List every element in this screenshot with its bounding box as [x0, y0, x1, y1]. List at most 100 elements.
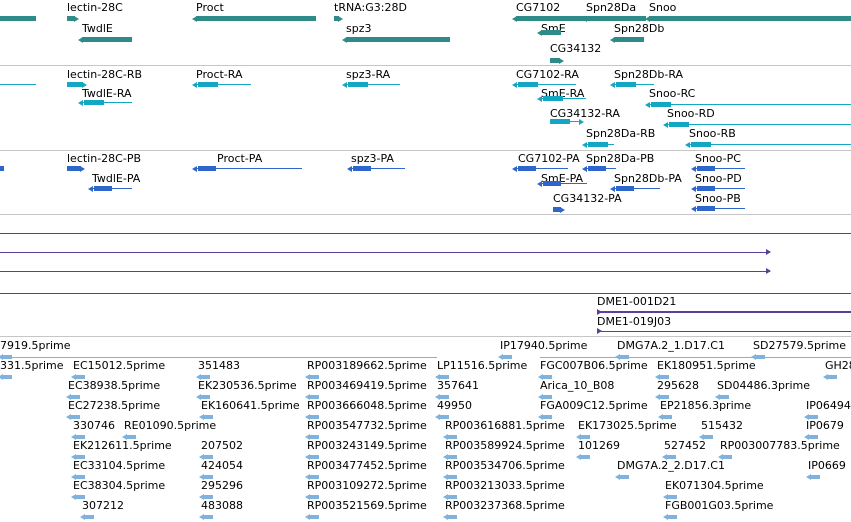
protein-proct-pa-line[interactable] [196, 168, 302, 169]
protein-lectin-28c-pb-label[interactable]: lectin-28C-PB [67, 152, 142, 165]
est-515432-label[interactable]: 515432 [701, 419, 743, 432]
est-rp003534706-5prime-bar[interactable] [447, 475, 457, 479]
est-ec38938-5prime-label[interactable]: EC38938.5prime [68, 379, 161, 392]
est-sd04486-3prime-bar[interactable] [719, 395, 729, 399]
gene-proct-label[interactable]: Proct [196, 1, 224, 14]
transcript-spn28da-rb-exon[interactable] [588, 142, 608, 147]
est-ec27238-5prime-bar[interactable] [70, 415, 80, 419]
clone-dme1-001d21-bar[interactable] [597, 311, 851, 313]
est-515432-bar[interactable] [703, 435, 713, 439]
transcript-cg34132-ra-label[interactable]: CG34132-RA [550, 107, 620, 120]
protein-twdle-pa-exon[interactable] [94, 186, 112, 191]
est-sd27579-5prime-label[interactable]: SD27579.5prime [753, 339, 846, 352]
transcript-snoo-rc-exon[interactable] [651, 102, 671, 107]
transcript-lectin-28c-rb-exon[interactable] [67, 82, 83, 87]
transcript-snoo-rc-line[interactable] [649, 104, 851, 105]
est-ec15012-5prime-label[interactable]: EC15012.5prime [73, 359, 166, 372]
protein-spz3-pa-exon[interactable] [353, 166, 371, 171]
est-ec38304-5prime-label[interactable]: EC38304.5prime [73, 479, 166, 492]
gene-snoo-label[interactable]: Snoo [649, 1, 677, 14]
protein-sme-pa-line[interactable] [541, 183, 587, 184]
protein-snoo-pd-label[interactable]: Snoo-PD [695, 172, 742, 185]
est-ek180951-5prime-label[interactable]: EK180951.5prime [657, 359, 756, 372]
transcript-lectin-28c-rb-label[interactable]: lectin-28C-RB [67, 68, 143, 81]
est-101269-bar[interactable] [580, 455, 590, 459]
gene-spn28da-bar[interactable] [586, 16, 646, 21]
protein-spz3-pa-label[interactable]: spz3-PA [351, 152, 394, 165]
protein-snoo-pc-exon[interactable] [697, 166, 715, 171]
est-rp003589924-5prime-label[interactable]: RP003589924.5prime [445, 439, 565, 452]
est-ip0679-bar[interactable] [808, 435, 818, 439]
est-rp003616881-5prime-bar[interactable] [447, 435, 457, 439]
transcript-snoo-rc-label[interactable]: Snoo-RC [649, 87, 696, 100]
gene-twdle-label[interactable]: TwdlE [82, 22, 113, 35]
est-rp003534706-5prime-label[interactable]: RP003534706.5prime [445, 459, 565, 472]
est-re01090-5prime-label[interactable]: RE01090.5prime [124, 419, 217, 432]
transcript-snoo-rb-label[interactable]: Snoo-RB [689, 127, 736, 140]
est-rp003547732-5prime-bar[interactable] [309, 435, 319, 439]
est-351483-label[interactable]: 351483 [198, 359, 240, 372]
est-330746-label[interactable]: 330746 [73, 419, 115, 432]
est-ek071304-5prime-label[interactable]: EK071304.5prime [665, 479, 764, 492]
est-7919-5prime-label[interactable]: 7919.5prime [0, 339, 71, 352]
transcript-proct-ra-exon[interactable] [198, 82, 218, 87]
transcript-twdle-ra-line[interactable] [82, 102, 132, 103]
gene-trna-g3-28d-label[interactable]: tRNA:G3:28D [334, 1, 407, 14]
transcript-cg7102-ra-line[interactable] [516, 84, 576, 85]
est-ek160641-5prime-label[interactable]: EK160641.5prime [201, 399, 300, 412]
est-rp003477452-5prime-label[interactable]: RP003477452.5prime [307, 459, 427, 472]
est-ep21856-3prime-bar[interactable] [662, 415, 672, 419]
gene-spn28db-label[interactable]: Spn28Db [614, 22, 665, 35]
gene-spn28db-bar[interactable] [614, 37, 644, 42]
est-fga009c12-5prime-bar[interactable] [542, 415, 552, 419]
est-331-5prime-bar[interactable] [2, 375, 12, 379]
protein-cg7102-pa-line[interactable] [516, 168, 568, 169]
est-rp003469419-5prime-bar[interactable] [309, 395, 319, 399]
gene-trna-g3-28d-bar[interactable] [334, 16, 339, 21]
gene-sme-bar[interactable] [541, 30, 561, 35]
est-rp003007783-5prime-bar[interactable] [722, 455, 732, 459]
gene-cg7102-label[interactable]: CG7102 [516, 1, 561, 14]
est-rp003521569-5prime-bar[interactable] [309, 515, 319, 519]
gene-cg34132-label[interactable]: CG34132 [550, 42, 602, 55]
est-rp003616881-5prime-label[interactable]: RP003616881.5prime [445, 419, 565, 432]
est-rp003213033-5prime-bar[interactable] [447, 495, 457, 499]
est-ek230536-5prime-bar[interactable] [200, 395, 210, 399]
est-rp003109272-5prime-bar[interactable] [309, 495, 319, 499]
est-dmg7a-2-1-d17-c1-label[interactable]: DMG7A.2_1.D17.C1 [617, 339, 725, 352]
transcript-spz3-ra-line[interactable] [346, 84, 400, 85]
protein-snoo-pc-label[interactable]: Snoo-PC [695, 152, 741, 165]
est-ip0669-label[interactable]: IP0669 [808, 459, 846, 472]
transcript-snoo-rd-label[interactable]: Snoo-RD [667, 107, 715, 120]
est-207502-bar[interactable] [203, 455, 213, 459]
est-rp003189662-5prime-bar[interactable] [309, 375, 319, 379]
est-rp003521569-5prime-label[interactable]: RP003521569.5prime [307, 499, 427, 512]
est-arica-10-b08-bar[interactable] [542, 395, 552, 399]
est-357641-label[interactable]: 357641 [437, 379, 479, 392]
protein-snoo-pb-label[interactable]: Snoo-PB [695, 192, 741, 205]
est-424054-label[interactable]: 424054 [201, 459, 243, 472]
est-307212-bar[interactable] [84, 515, 94, 519]
est-re01090-5prime-bar[interactable] [126, 435, 136, 439]
gene-lectin-28c-label[interactable]: lectin-28C [67, 1, 123, 14]
est-357641-bar[interactable] [439, 395, 449, 399]
alignment-line[interactable] [0, 271, 770, 272]
est-fgc007b06-5prime-bar[interactable] [542, 375, 552, 379]
est-ip0669-bar[interactable] [810, 475, 820, 479]
est-ec27238-5prime-label[interactable]: EC27238.5prime [68, 399, 161, 412]
alignment-line[interactable] [0, 252, 770, 253]
gene-cg34132-bar[interactable] [550, 58, 560, 63]
est-alignment-line[interactable] [0, 357, 437, 358]
clone-dme1-001d21-label[interactable]: DME1-001D21 [597, 295, 677, 308]
est-ek212611-5prime-label[interactable]: EK212611.5prime [73, 439, 172, 452]
protein-cg7102-pa-label[interactable]: CG7102-PA [518, 152, 580, 165]
protein-proct-pa-exon[interactable] [198, 166, 216, 171]
transcript-snoo-rd-exon[interactable] [669, 122, 689, 127]
gene-snoo-bar[interactable] [649, 16, 851, 21]
protein-spz3-pa-line[interactable] [351, 168, 405, 169]
transcript-sme-ra-exon[interactable] [543, 96, 563, 101]
est-101269-label[interactable]: 101269 [578, 439, 620, 452]
est-lp11516-5prime-label[interactable]: LP11516.5prime [437, 359, 528, 372]
transcript-snoo-rb-line[interactable] [689, 144, 851, 145]
est-fgc007b06-5prime-label[interactable]: FGC007B06.5prime [540, 359, 648, 372]
